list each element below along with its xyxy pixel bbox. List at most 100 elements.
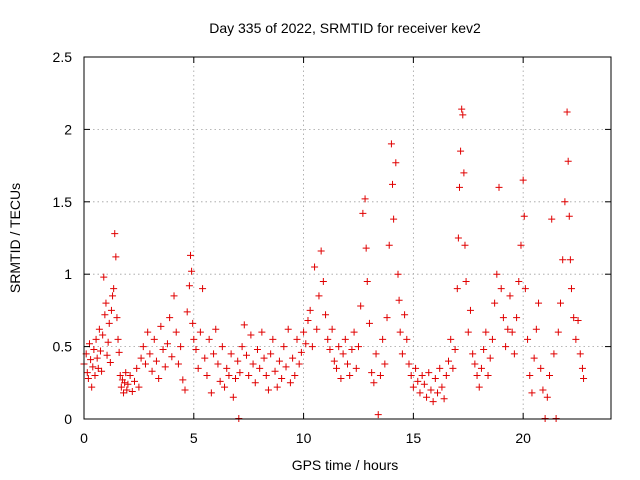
data-point: [566, 256, 574, 264]
data-point: [157, 322, 165, 330]
data-point: [337, 374, 345, 382]
data-point: [103, 351, 111, 359]
data-point: [291, 372, 299, 380]
chart-title: Day 335 of 2022, SRMTID for receiver kev…: [209, 20, 481, 36]
data-point: [513, 314, 521, 322]
data-point: [333, 364, 341, 372]
data-point: [434, 389, 442, 397]
data-point: [389, 180, 397, 188]
data-point: [526, 372, 534, 380]
data-point: [177, 343, 185, 351]
grid-lines: [84, 57, 611, 419]
data-point: [229, 393, 237, 401]
data-point: [278, 374, 286, 382]
data-point: [330, 357, 338, 365]
x-tick-label: 10: [296, 430, 312, 446]
data-point: [236, 369, 244, 377]
data-point: [251, 379, 259, 387]
data-point: [403, 335, 411, 343]
data-point: [166, 314, 174, 322]
data-point: [146, 350, 154, 358]
data-point: [300, 328, 308, 336]
data-point: [530, 354, 538, 362]
data-point: [113, 314, 121, 322]
data-point: [580, 374, 588, 382]
data-point: [319, 277, 327, 285]
data-point: [462, 277, 470, 285]
data-point: [112, 253, 120, 261]
data-point: [256, 364, 264, 372]
data-point: [570, 314, 578, 322]
data-point: [295, 360, 303, 368]
data-point: [90, 345, 98, 353]
data-point: [546, 372, 554, 380]
data-point: [344, 360, 351, 368]
data-point: [480, 345, 488, 353]
data-point: [464, 328, 472, 336]
data-point: [392, 159, 400, 167]
data-point: [168, 353, 176, 361]
data-point: [374, 411, 382, 419]
data-point: [387, 140, 395, 148]
data-point: [267, 350, 275, 358]
data-point: [357, 302, 365, 310]
data-point: [548, 215, 556, 223]
data-point: [459, 111, 467, 119]
data-point: [183, 308, 191, 316]
data-point: [181, 386, 189, 394]
data-point: [556, 299, 564, 307]
data-point: [390, 215, 398, 223]
data-point: [117, 383, 125, 391]
data-point: [471, 360, 479, 368]
data-point: [565, 212, 573, 220]
data-point: [528, 389, 536, 397]
data-point: [447, 335, 455, 343]
data-point: [214, 360, 222, 368]
data-point: [225, 372, 233, 380]
data-point: [212, 325, 220, 333]
data-point: [96, 347, 104, 355]
data-point: [466, 306, 474, 314]
data-point: [442, 372, 450, 380]
data-point: [554, 328, 562, 336]
data-point: [87, 356, 95, 364]
data-point: [124, 380, 132, 388]
data-point: [286, 379, 294, 387]
data-point: [194, 364, 202, 372]
x-tick-label: 0: [80, 430, 88, 446]
data-point: [508, 328, 516, 336]
data-point: [543, 393, 551, 401]
data-point: [196, 328, 204, 336]
data-point: [567, 285, 575, 293]
data-point: [423, 393, 431, 401]
data-point: [269, 335, 277, 343]
data-point: [438, 383, 446, 391]
data-point: [561, 198, 569, 206]
data-point: [289, 354, 297, 362]
data-point: [550, 350, 558, 358]
data-point: [159, 345, 167, 353]
data-point: [275, 357, 283, 365]
data-point: [348, 345, 356, 353]
plot-frame: [83, 56, 612, 420]
data-point: [532, 325, 540, 333]
data-point: [519, 176, 527, 184]
data-point: [205, 335, 213, 343]
data-point: [436, 364, 444, 372]
data-point: [122, 369, 130, 377]
data-point: [431, 374, 439, 382]
data-point: [440, 395, 448, 403]
data-point: [361, 195, 369, 203]
data-point: [506, 292, 514, 300]
data-point: [161, 363, 169, 371]
data-point: [271, 367, 279, 375]
data-point: [150, 335, 158, 343]
data-point: [322, 311, 330, 319]
data-point: [539, 386, 547, 394]
data-point: [115, 348, 123, 356]
data-point: [106, 359, 114, 367]
data-point: [105, 319, 113, 327]
data-point: [313, 325, 321, 333]
